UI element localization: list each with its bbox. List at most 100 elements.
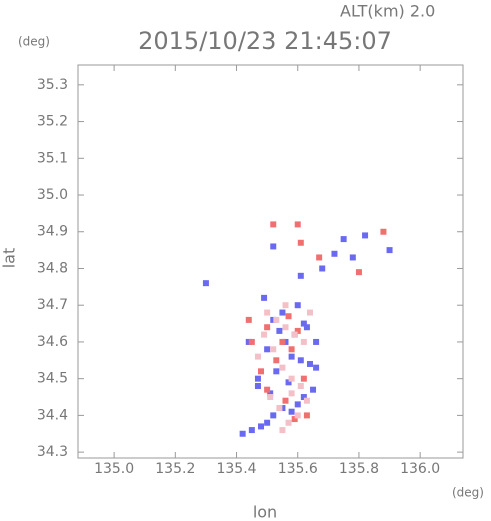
echo-cell (270, 412, 277, 419)
echo-cell (239, 430, 246, 437)
echo-cell (261, 294, 268, 301)
echo-cell (264, 386, 271, 393)
echo-cell (288, 408, 295, 415)
echo-cell (285, 313, 292, 320)
echo-cell (282, 324, 289, 331)
y-tick-label: 34.3 (37, 444, 68, 460)
x-axis-label: lon (253, 503, 277, 521)
echo-cell (288, 346, 295, 353)
echo-cell (306, 309, 313, 316)
echo-cell (245, 338, 252, 345)
echo-cell (264, 419, 271, 426)
echo-cell (331, 250, 338, 257)
echo-cell (276, 327, 283, 334)
echo-cell (294, 327, 301, 334)
echo-cell (248, 338, 255, 345)
x-unit: (deg) (452, 486, 484, 500)
echo-cell (267, 390, 274, 397)
echo-cell (297, 272, 304, 279)
echo-cell (300, 375, 307, 382)
echo-cell (264, 324, 271, 331)
echo-cell (340, 236, 347, 243)
echo-cell (303, 324, 310, 331)
echo-cell (386, 247, 393, 254)
echo-cell (288, 375, 295, 382)
echo-cell (279, 309, 286, 316)
y-tick-label: 34.9 (37, 224, 68, 240)
echo-cell (282, 302, 289, 309)
echo-cell (202, 280, 209, 287)
x-tick-label: 135.0 (94, 461, 134, 477)
x-tick-label: 135.6 (278, 461, 318, 477)
x-tick-label: 135.8 (339, 461, 379, 477)
echo-cell (273, 368, 280, 375)
x-tick-label: 136.0 (400, 461, 440, 477)
echo-cell (254, 353, 261, 360)
y-tick-label: 34.4 (37, 407, 68, 423)
echo-cell (288, 353, 295, 360)
echo-cell (297, 357, 304, 364)
echo-cell (300, 338, 307, 345)
echo-cell (267, 394, 274, 401)
echo-cell (294, 412, 301, 419)
echo-cell (273, 357, 280, 364)
y-unit: (deg) (18, 35, 50, 49)
echo-cell (297, 239, 304, 246)
echo-cell (279, 338, 286, 345)
echo-cell (291, 331, 298, 338)
echo-cell (279, 427, 286, 434)
echo-cell (285, 379, 292, 386)
echo-cell (319, 265, 326, 272)
echo-cell (306, 360, 313, 367)
y-tick-label: 34.8 (37, 260, 68, 276)
echo-cell (313, 364, 320, 371)
y-tick-label: 34.6 (37, 334, 68, 350)
x-tick-label: 135.2 (155, 461, 195, 477)
echo-cell (291, 416, 298, 423)
y-tick-label: 35.2 (37, 114, 68, 130)
echo-cell (285, 419, 292, 426)
echo-cell (270, 221, 277, 228)
y-tick-label: 34.5 (37, 371, 68, 387)
echo-cell (261, 331, 268, 338)
echo-cell (245, 316, 252, 323)
echo-cell (310, 386, 317, 393)
echo-cell (313, 338, 320, 345)
echo-cell (270, 316, 277, 323)
echo-cell (254, 375, 261, 382)
echo-cell (380, 228, 387, 235)
echo-cell (297, 383, 304, 390)
echo-cell (248, 427, 255, 434)
echo-cell (294, 401, 301, 408)
echo-cell (270, 346, 277, 353)
echo-cell (279, 405, 286, 412)
echo-cell (282, 397, 289, 404)
echo-cell (294, 302, 301, 309)
y-tick-label: 34.7 (37, 297, 68, 313)
echo-cell (349, 254, 356, 261)
echo-cell (258, 368, 265, 375)
echo-cell (294, 221, 301, 228)
echo-cell (303, 412, 310, 419)
echo-cell (264, 309, 271, 316)
plot-frame (77, 64, 464, 459)
echo-cell (300, 394, 307, 401)
echo-cell (270, 243, 277, 250)
echo-cell (276, 405, 283, 412)
echo-cell (254, 383, 261, 390)
y-tick-label: 35.0 (37, 187, 68, 203)
echo-cell (264, 346, 271, 353)
echo-cell (273, 316, 280, 323)
echo-cell (355, 269, 362, 276)
echo-cell (316, 254, 323, 261)
chart-title: 2015/10/23 21:45:07 (138, 27, 392, 55)
echo-cell (279, 364, 286, 371)
echo-cell (282, 338, 289, 345)
echo-cell (258, 423, 265, 430)
altitude-label: ALT(km) 2.0 (340, 2, 435, 21)
y-axis-label: lat (0, 248, 19, 269)
x-tick-label: 135.4 (216, 461, 256, 477)
echo-cell (288, 390, 295, 397)
y-tick-label: 35.3 (37, 77, 68, 93)
